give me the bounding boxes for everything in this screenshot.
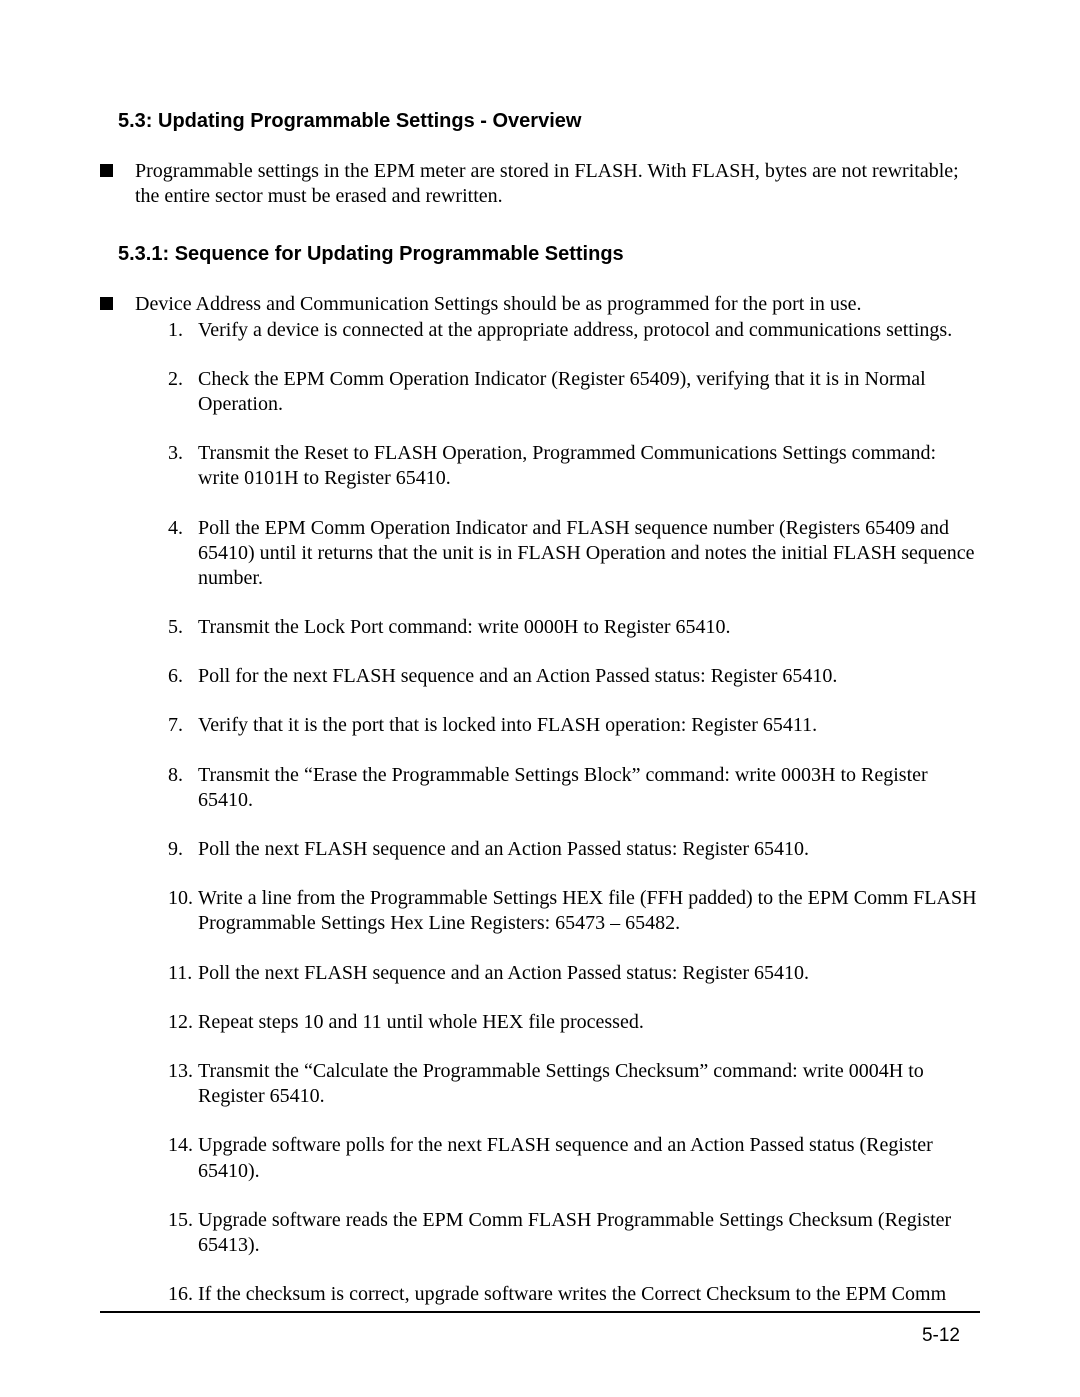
list-item: Check the EPM Comm Operation Indicator (… bbox=[168, 367, 980, 417]
page-number: 5-12 bbox=[922, 1325, 960, 1347]
bullet-sequence-intro: Device Address and Communication Setting… bbox=[100, 292, 980, 317]
steps-list: Verify a device is connected at the appr… bbox=[100, 318, 980, 1308]
footer-divider bbox=[100, 1311, 980, 1313]
list-item: Verify a device is connected at the appr… bbox=[168, 318, 980, 343]
heading-5-3: 5.3: Updating Programmable Settings - Ov… bbox=[118, 110, 980, 133]
list-item: Transmit the Reset to FLASH Operation, P… bbox=[168, 441, 980, 491]
list-item: Write a line from the Programmable Setti… bbox=[168, 886, 980, 936]
list-item: If the checksum is correct, upgrade soft… bbox=[168, 1282, 980, 1307]
list-item: Verify that it is the port that is locke… bbox=[168, 713, 980, 738]
list-item: Transmit the “Calculate the Programmable… bbox=[168, 1059, 980, 1109]
bullet-sequence-intro-text: Device Address and Communication Setting… bbox=[135, 292, 862, 317]
heading-5-3-1: 5.3.1: Sequence for Updating Programmabl… bbox=[118, 243, 980, 266]
list-item: Repeat steps 10 and 11 until whole HEX f… bbox=[168, 1010, 980, 1035]
list-item: Upgrade software reads the EPM Comm FLAS… bbox=[168, 1208, 980, 1258]
list-item: Poll the next FLASH sequence and an Acti… bbox=[168, 961, 980, 986]
square-bullet-icon bbox=[100, 164, 113, 177]
bullet-overview: Programmable settings in the EPM meter a… bbox=[100, 159, 980, 209]
list-item: Poll for the next FLASH sequence and an … bbox=[168, 664, 980, 689]
list-item: Transmit the Lock Port command: write 00… bbox=[168, 615, 980, 640]
list-item: Transmit the “Erase the Programmable Set… bbox=[168, 763, 980, 813]
list-item: Poll the next FLASH sequence and an Acti… bbox=[168, 837, 980, 862]
list-item: Upgrade software polls for the next FLAS… bbox=[168, 1133, 980, 1183]
bullet-overview-text: Programmable settings in the EPM meter a… bbox=[135, 159, 980, 209]
square-bullet-icon bbox=[100, 297, 113, 310]
list-item: Poll the EPM Comm Operation Indicator an… bbox=[168, 516, 980, 592]
document-page: 5.3: Updating Programmable Settings - Ov… bbox=[0, 0, 1080, 1397]
